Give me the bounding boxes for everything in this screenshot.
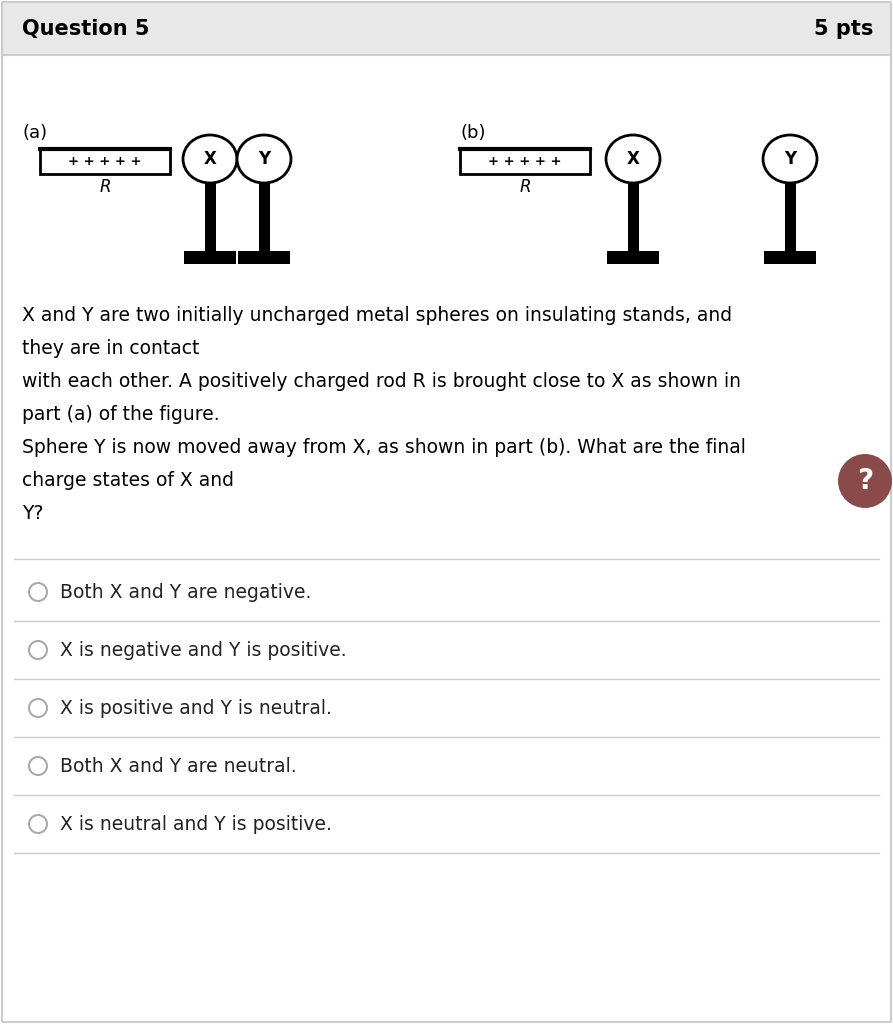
Bar [258, 183, 270, 251]
Bar [238, 251, 290, 264]
Circle shape [29, 699, 47, 717]
Text: (b): (b) [460, 124, 486, 142]
Text: ?: ? [857, 467, 873, 495]
Text: X is neutral and Y is positive.: X is neutral and Y is positive. [60, 814, 332, 834]
Bar [607, 251, 659, 264]
Circle shape [29, 757, 47, 775]
Text: R: R [519, 178, 530, 196]
Text: they are in contact: they are in contact [22, 339, 199, 358]
Circle shape [29, 815, 47, 833]
Text: Y: Y [784, 150, 796, 168]
Text: R: R [99, 178, 111, 196]
Text: Both X and Y are neutral.: Both X and Y are neutral. [60, 757, 296, 775]
Ellipse shape [763, 135, 817, 183]
Ellipse shape [183, 135, 237, 183]
Bar [784, 183, 796, 251]
Text: + + + + +: + + + + + [488, 155, 562, 168]
Text: charge states of X and: charge states of X and [22, 471, 234, 490]
Text: 5 pts: 5 pts [814, 19, 873, 39]
Bar [204, 183, 215, 251]
Text: + + + + +: + + + + + [68, 155, 142, 168]
Text: Both X and Y are negative.: Both X and Y are negative. [60, 583, 312, 601]
Text: Y: Y [258, 150, 270, 168]
Text: X and Y are two initially uncharged metal spheres on insulating stands, and: X and Y are two initially uncharged meta… [22, 306, 732, 325]
Text: part (a) of the figure.: part (a) of the figure. [22, 406, 220, 424]
Bar [460, 150, 590, 174]
Bar [764, 251, 816, 264]
Bar [628, 183, 638, 251]
Text: (a): (a) [22, 124, 47, 142]
Text: X: X [204, 150, 216, 168]
Text: X: X [627, 150, 639, 168]
Text: Sphere Y is now moved away from X, as shown in part (b). What are the final: Sphere Y is now moved away from X, as sh… [22, 438, 746, 457]
Ellipse shape [237, 135, 291, 183]
Text: X is positive and Y is neutral.: X is positive and Y is neutral. [60, 698, 332, 718]
Bar [40, 150, 170, 174]
Circle shape [29, 583, 47, 601]
Bar [184, 251, 236, 264]
Bar [3, 3, 890, 55]
Circle shape [29, 641, 47, 659]
Text: X is negative and Y is positive.: X is negative and Y is positive. [60, 640, 346, 659]
Text: Question 5: Question 5 [22, 19, 149, 39]
Text: with each other. A positively charged rod R is brought close to X as shown in: with each other. A positively charged ro… [22, 372, 741, 391]
Circle shape [838, 454, 892, 508]
Text: Y?: Y? [22, 504, 44, 523]
Ellipse shape [606, 135, 660, 183]
